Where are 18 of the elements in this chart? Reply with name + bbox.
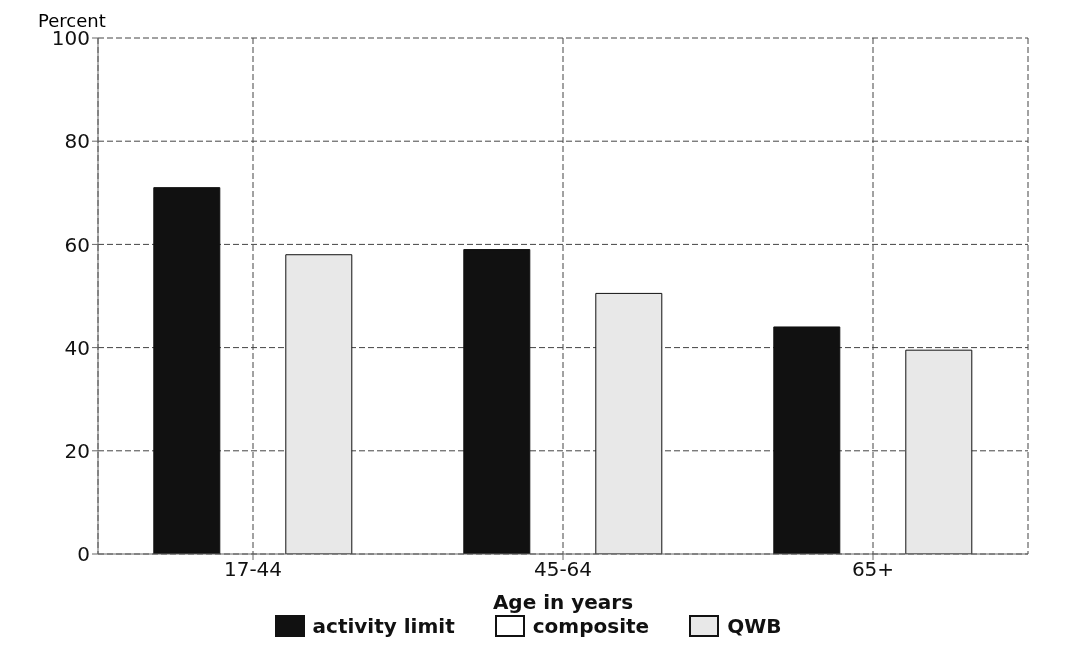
y-tick-label: 40 [64,335,90,360]
x-tick-label: 65+ [851,557,895,582]
x-tick-label: 17-44 [223,557,283,582]
x-tick-label: 45-64 [533,557,593,582]
bar [905,349,973,554]
bar [153,187,221,554]
x-axis-title: Age in years [492,590,634,614]
y-tick-label: 80 [64,129,90,154]
y-tick-label: 20 [64,438,90,463]
legend-label: activity limit [312,614,455,638]
bar [773,326,841,554]
bar [285,254,353,554]
bar [463,249,531,554]
y-tick-label: 0 [77,542,90,567]
legend-label: QWB [727,614,782,638]
y-tick-label: 60 [64,232,90,257]
legend-label: composite [532,614,650,638]
bar [595,292,663,554]
